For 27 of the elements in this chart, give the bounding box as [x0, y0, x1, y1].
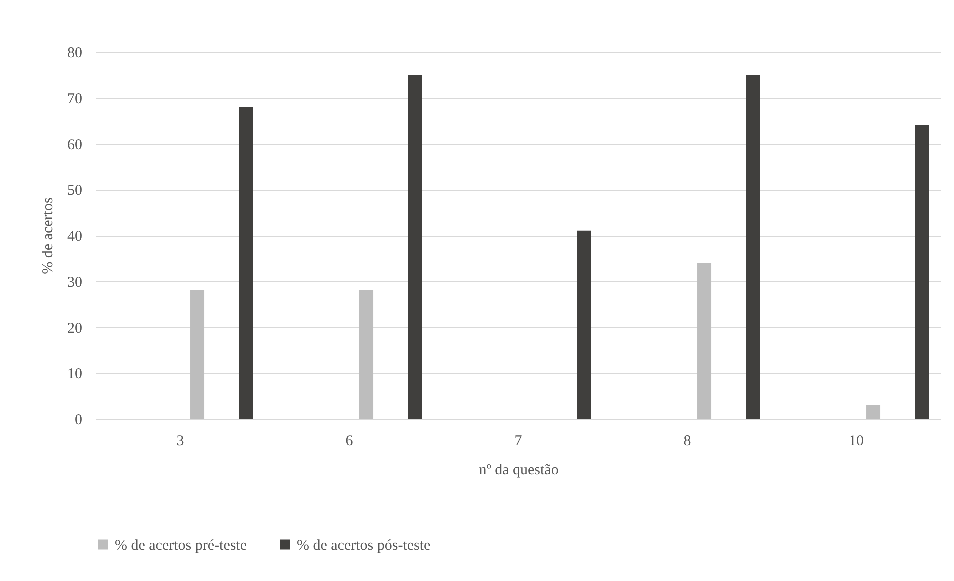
y-tick-label: 20: [68, 320, 82, 337]
y-tick-label: 70: [68, 91, 82, 108]
x-tick-label: 10: [849, 434, 864, 450]
x-tick-label: 7: [514, 434, 523, 450]
bar: [746, 74, 760, 419]
y-tick-label: 50: [68, 183, 82, 200]
y-tick-label: 80: [68, 46, 82, 62]
bar: [698, 263, 712, 419]
bar: [360, 290, 374, 419]
x-tick-label: 6: [346, 434, 354, 450]
y-tick-label: 0: [75, 412, 82, 428]
y-tick-label: 60: [68, 137, 82, 154]
x-tick-label: 3: [176, 434, 184, 450]
y-tick-label: 40: [68, 229, 82, 245]
legend-label: % de acertos pós-teste: [297, 538, 432, 554]
bar: [866, 405, 881, 419]
bar: [577, 230, 592, 419]
x-tick-label: 8: [684, 434, 692, 450]
y-axis-title: % de acertos: [40, 198, 56, 274]
y-tick-label: 30: [68, 274, 82, 291]
x-axis-title: nº da questão: [479, 462, 559, 478]
bar: [915, 125, 930, 419]
bar: [190, 290, 205, 419]
bar: [239, 107, 254, 419]
y-tick-label: 10: [68, 366, 82, 383]
legend-label: % de acertos pré-teste: [115, 538, 248, 554]
bar: [408, 74, 422, 419]
